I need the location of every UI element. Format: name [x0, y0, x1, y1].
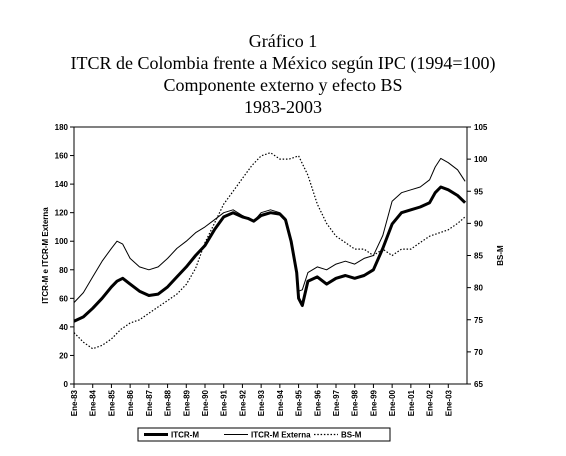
right-tick-label: 75 [474, 316, 483, 325]
series-line-bs-m [73, 152, 466, 350]
x-tick-label: Ene-84 [89, 389, 98, 416]
right-tick-label: 90 [474, 219, 483, 228]
series-line-itcr-m [73, 185, 467, 323]
left-tick-label: 80 [59, 266, 68, 275]
x-tick-label: Ene-86 [126, 389, 135, 416]
left-tick-label: 40 [59, 323, 68, 332]
y-axis-right-label: BS-M [496, 245, 505, 266]
left-tick-label: 100 [55, 237, 69, 246]
legend-label: BS-M [341, 431, 362, 440]
legend-label: ITCR-M [171, 431, 199, 440]
x-tick-label: Ene-02 [426, 389, 435, 416]
chart-titles: Gráfico 1 ITCR de Colombia frente a Méxi… [0, 30, 566, 118]
title-line-3: Componente externo y efecto BS [163, 75, 403, 95]
right-tick-label: 85 [474, 252, 483, 261]
x-tick-label: Ene-99 [369, 389, 378, 416]
right-tick-label: 80 [474, 284, 483, 293]
legend-label: ITCR-M Externa [251, 431, 311, 440]
x-tick-label: Ene-94 [276, 389, 285, 416]
x-tick-label: Ene-95 [295, 389, 304, 416]
right-tick-label: 65 [474, 380, 483, 389]
x-tick-label: Ene-93 [257, 389, 266, 416]
left-tick-label: 0 [64, 380, 69, 389]
right-tick-label: 70 [474, 348, 483, 357]
plot-frame [73, 126, 468, 385]
x-tick-label: Ene-85 [107, 389, 116, 416]
left-tick-label: 160 [55, 152, 69, 161]
x-tick-label: Ene-96 [313, 389, 322, 416]
right-tick-label: 95 [474, 187, 483, 196]
x-tick-label: Ene-00 [388, 389, 397, 416]
x-tick-label: Ene-01 [407, 389, 416, 416]
x-tick-label: Ene-98 [351, 389, 360, 416]
left-tick-label: 120 [55, 209, 69, 218]
title-line-2: ITCR de Colombia frente a México según I… [70, 53, 496, 73]
x-tick-label: Ene-97 [332, 389, 341, 416]
x-tick-label: Ene-03 [444, 389, 453, 416]
left-tick-label: 180 [55, 123, 69, 132]
x-tick-label: Ene-89 [182, 389, 191, 416]
left-tick-label: 60 [59, 294, 68, 303]
right-tick-label: 100 [474, 155, 488, 164]
x-tick-label: Ene-83 [70, 389, 79, 416]
title-line-4: 1983-2003 [244, 97, 322, 117]
x-tick-label: Ene-88 [164, 389, 173, 416]
x-tick-label: Ene-87 [145, 389, 154, 416]
legend-box [137, 427, 391, 442]
title-line-1: Gráfico 1 [248, 31, 318, 51]
x-tick-label: Ene-91 [220, 389, 229, 416]
left-tick-label: 20 [59, 351, 68, 360]
left-tick-label: 140 [55, 180, 69, 189]
series-line-itcr-m-externa [73, 157, 466, 303]
x-tick-label: Ene-92 [238, 389, 247, 416]
y-axis-left-label: ITCR-M e ITCR-M Externa [41, 207, 50, 304]
right-tick-label: 105 [474, 123, 488, 132]
x-tick-label: Ene-90 [201, 389, 210, 416]
